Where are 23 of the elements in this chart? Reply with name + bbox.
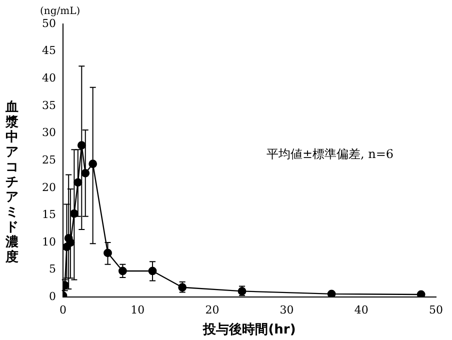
y-tick-label: 0: [49, 290, 56, 304]
x-tick-label: 0: [60, 304, 66, 317]
y-tick-label: 35: [42, 98, 56, 112]
y-tick-label: 30: [42, 126, 56, 140]
y-tick-label: 50: [42, 16, 56, 30]
x-tick-label: 20: [205, 304, 220, 317]
text: (ng/mL): [40, 6, 80, 17]
y-tick-label: 45: [42, 44, 56, 58]
y-tick-label: 20: [42, 180, 56, 194]
x-tick-label: 50: [429, 304, 443, 317]
y-tick-label: 15: [42, 208, 56, 222]
y-tick-label: 25: [42, 153, 56, 166]
x-tick-label: 40: [354, 304, 368, 317]
x-tick-label: 30: [280, 304, 294, 317]
y-tick-label: 5: [49, 262, 56, 276]
text: 血漿中アコチアミド濃度: [6, 100, 18, 265]
point: [327, 290, 336, 298]
x-axis-title: 投与後時間(hr): [202, 322, 296, 338]
point: [416, 290, 426, 298]
x-tick-label: 10: [130, 304, 145, 317]
y-tick-label: 10: [42, 235, 56, 248]
annotation: 平均値±標準偏差, n=6: [266, 147, 394, 161]
y-tick-label: 40: [42, 72, 56, 84]
